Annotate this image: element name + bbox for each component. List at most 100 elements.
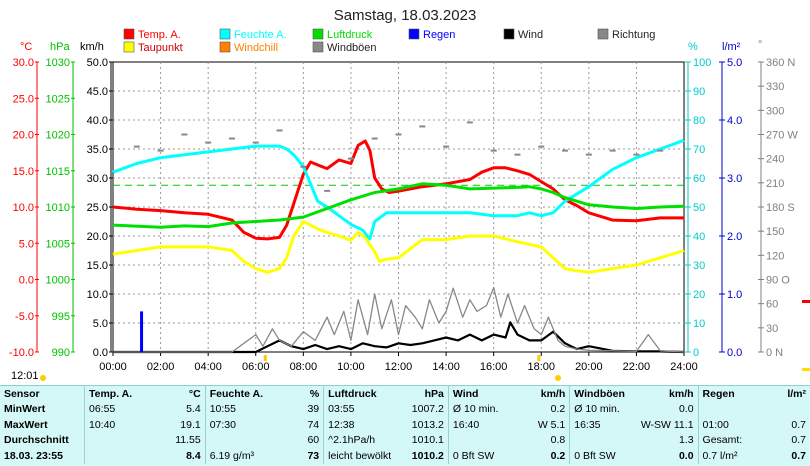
wind-line [113,321,685,354]
direction-tick-label: 240 [766,154,784,166]
humidity-min-time: 10:55 [204,401,283,417]
temp-current-value: 8.4 [186,449,201,462]
temp-tick-label: 10.0 [13,202,34,214]
direction-mark [633,153,640,156]
humidity-tick-label: 30 [693,260,705,272]
legend-swatch [408,28,420,40]
row-label: MaxWert [4,418,48,431]
direction-mark [609,149,616,152]
rain-tick-label: 2.0 [727,231,742,243]
legend-swatch [123,28,135,40]
legend-swatch [597,28,609,40]
humidity-max-time: 07:30 [204,417,283,433]
sun-marker [537,355,541,361]
humidity-tick-label: 20 [693,289,705,301]
rain-current-value: 0.7 [791,449,806,462]
rain-tick-label: 0.0 [727,347,742,359]
wind-tick-label: 25.0 [87,202,108,214]
current-time-label: 12:01 [11,370,39,382]
humidity-max-value: 74 [307,418,320,431]
direction-tick-label: 210 [766,178,784,190]
rain-tick-label: 3.0 [727,173,742,185]
wind-tick-label: 40.0 [87,115,108,127]
pressure-header: Luftdruck [323,386,407,402]
row-label: 18.03. 23:55 [4,449,63,462]
temp-tick-label: -10.0 [9,347,34,359]
direction-axis-unit: ° [758,39,762,51]
pressure-max-value: 1013.2 [411,418,444,431]
x-tick-label: 24:00 [670,361,698,373]
direction-tick-label: 180 S [766,202,795,214]
temp-tick-label: -5.0 [15,311,34,323]
x-tick-label: 10:00 [337,361,365,373]
wind-tick-label: 50.0 [87,57,108,69]
humidity-header: Feuchte A. [204,386,283,402]
direction-mark [276,129,283,132]
rain-axis-unit: l/m² [722,41,741,53]
temp-header: Temp. A. [83,386,168,402]
direction-mark [514,153,521,156]
pressure-min-value: 1007.2 [411,403,444,416]
edge-marker-yellow [802,368,810,371]
temp-min-time: 06:55 [83,401,168,417]
rain-min-time [697,401,766,417]
humidity-axis-unit: % [688,41,698,53]
direction-mark [252,141,259,144]
direction-mark [181,133,188,136]
x-tick-label: 16:00 [480,361,508,373]
edge-marker-red [802,300,810,303]
x-tick-label: 06:00 [242,361,270,373]
windb-en-line [113,286,685,353]
sun-icon [555,375,561,381]
legend-swatch [312,28,324,40]
grid-lines [113,62,684,352]
direction-mark [300,165,307,168]
direction-mark [228,137,235,140]
stats-row-current: 18.03. 23:55 8.4 6.19 g/m³ 73 leicht bew… [0,448,810,464]
gust-avg-value: 1.3 [678,434,694,447]
wind-header: Wind [447,386,515,402]
marker-layer [40,300,810,381]
wind-min-value: 0.2 [550,403,566,416]
wind-tick-label: 45.0 [87,86,108,98]
legend-swatch [503,28,515,40]
chart-legend: Temp. A. Feuchte A. Luftdruck Regen Wind Rich… [123,28,655,54]
pressure-tick-label: 1000 [46,275,70,287]
direction-mark [371,137,378,140]
legend-swatch [123,41,135,53]
direction-mark [466,121,473,124]
humidity-tick-label: 50 [693,202,705,214]
wind-current-bft: 0 Bft SW [447,448,515,464]
wind-max-time: 16:40 [447,417,515,433]
direction-mark [538,145,545,148]
stats-row-min: MinWert 06:55 5.4 10:55 39 03:55 1007.2 … [0,401,810,417]
row-label: MinWert [4,403,46,416]
legend-label: Taupunkt [138,42,183,54]
humidity-avg-note [204,432,283,448]
pressure-tick-label: 1005 [46,238,70,250]
wind-tick-label: 35.0 [87,144,108,156]
pressure-tick-label: 990 [52,347,70,359]
stats-row-max: MaxWert 10:40 19.1 07:30 74 12:38 1013.2… [0,417,810,433]
rain-tick-label: 5.0 [727,57,742,69]
wind-tick-label: 10.0 [87,289,108,301]
temp-tick-label: 15.0 [13,166,34,178]
gust-avg-note [569,432,637,448]
x-tick-label: 18:00 [527,361,555,373]
humidity-tick-label: 100 [693,57,711,69]
right-axes: 10090807060504030201005.04.03.02.01.00.0… [685,57,798,359]
humidity-tick-label: 80 [693,115,705,127]
wind-axis-unit: km/h [80,41,104,53]
rain-total-value: 0.7 [791,434,806,447]
rain-tick-label: 1.0 [727,289,742,301]
humidity-current-value: 73 [307,449,320,462]
humidity-tick-label: 40 [693,231,705,243]
rain-header: Regen [697,386,766,402]
temp-avg-note [83,432,168,448]
temp-unit: °C [188,387,201,400]
wind-tick-label: 5.0 [93,318,108,330]
x-tick-label: 02:00 [147,361,175,373]
legend-label: Luftdruck [327,29,373,41]
wind-tick-label: 15.0 [87,260,108,272]
temp-max-time: 10:40 [83,417,168,433]
